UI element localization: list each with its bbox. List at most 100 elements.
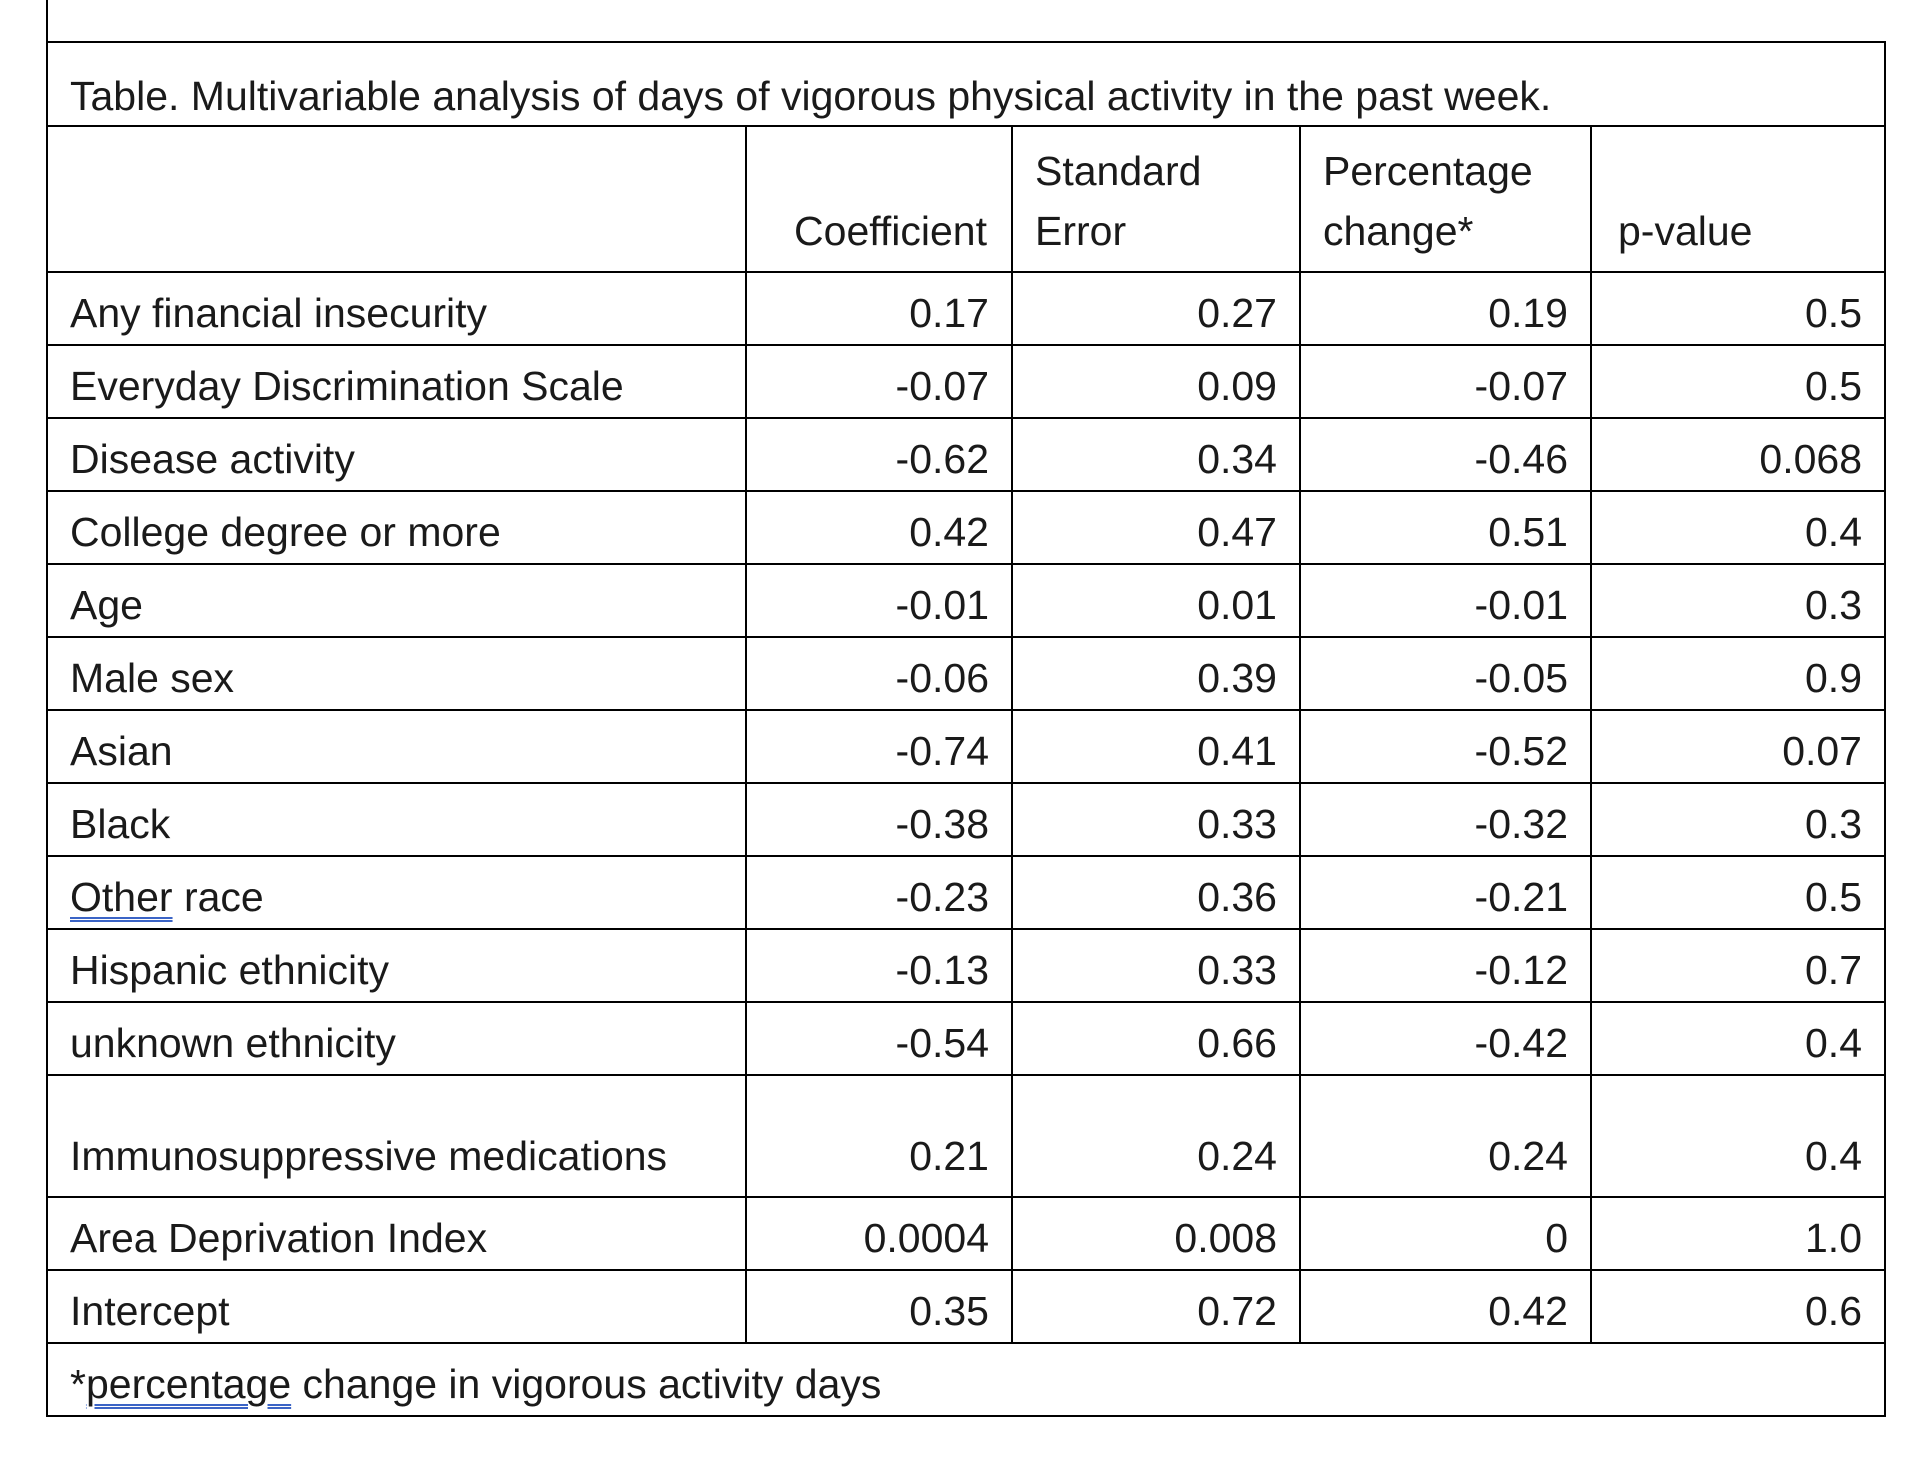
- row-label: Area Deprivation Index: [46, 1196, 747, 1271]
- coefficient-cell: -0.01: [745, 563, 1013, 638]
- table-row: Hispanic ethnicity -0.13 0.33 -0.12 0.7: [46, 928, 1886, 1003]
- coefficient-cell: -0.13: [745, 928, 1013, 1003]
- p-value-cell: 1.0: [1590, 1196, 1886, 1271]
- header-standard-error: Standard Error: [1011, 125, 1301, 273]
- row-label: Immunosuppressive medications: [46, 1074, 747, 1198]
- p-value-cell: 0.07: [1590, 709, 1886, 784]
- p-value-cell: 0.5: [1590, 855, 1886, 930]
- table-footnote: *percentage change in vigorous activity …: [46, 1342, 1886, 1417]
- footnote-row: *percentage change in vigorous activity …: [46, 1342, 1886, 1417]
- p-value-cell: 0.9: [1590, 636, 1886, 711]
- percentage-change-cell: -0.01: [1299, 563, 1592, 638]
- table-row: College degree or more 0.42 0.47 0.51 0.…: [46, 490, 1886, 565]
- row-label: Age: [46, 563, 747, 638]
- row-label-rest: race: [172, 874, 264, 920]
- row-label: Other race: [46, 855, 747, 930]
- spellcheck-underlined-word: Other: [70, 874, 173, 920]
- standard-error-cell: 0.41: [1011, 709, 1301, 784]
- p-value-cell: 0.6: [1590, 1269, 1886, 1344]
- footnote-rest: change in vigorous activity days: [291, 1361, 882, 1407]
- header-p-value: p-value: [1590, 125, 1886, 273]
- table-row: Other race -0.23 0.36 -0.21 0.5: [46, 855, 1886, 930]
- coefficient-cell: 0.35: [745, 1269, 1013, 1344]
- percentage-change-cell: -0.52: [1299, 709, 1592, 784]
- p-value-cell: 0.068: [1590, 417, 1886, 492]
- standard-error-cell: 0.008: [1011, 1196, 1301, 1271]
- percentage-change-cell: 0.24: [1299, 1074, 1592, 1198]
- coefficient-cell: 0.21: [745, 1074, 1013, 1198]
- table-row: Male sex -0.06 0.39 -0.05 0.9: [46, 636, 1886, 711]
- percentage-change-cell: -0.21: [1299, 855, 1592, 930]
- percentage-change-cell: 0.19: [1299, 271, 1592, 346]
- p-value-cell: 0.7: [1590, 928, 1886, 1003]
- standard-error-cell: 0.33: [1011, 782, 1301, 857]
- table-row: Area Deprivation Index 0.0004 0.008 0 1.…: [46, 1196, 1886, 1271]
- p-value-cell: 0.5: [1590, 271, 1886, 346]
- coefficient-cell: -0.62: [745, 417, 1013, 492]
- row-label: Asian: [46, 709, 747, 784]
- p-value-cell: 0.3: [1590, 563, 1886, 638]
- row-label: College degree or more: [46, 490, 747, 565]
- p-value-cell: 0.4: [1590, 1074, 1886, 1198]
- p-value-cell: 0.4: [1590, 490, 1886, 565]
- table-row: Immunosuppressive medications 0.21 0.24 …: [46, 1074, 1886, 1198]
- standard-error-cell: 0.47: [1011, 490, 1301, 565]
- caption-row: Table. Multivariable analysis of days of…: [46, 41, 1886, 127]
- row-label: Intercept: [46, 1269, 747, 1344]
- row-label: Male sex: [46, 636, 747, 711]
- table-row: Any financial insecurity 0.17 0.27 0.19 …: [46, 271, 1886, 346]
- coefficient-cell: -0.38: [745, 782, 1013, 857]
- table-row: unknown ethnicity -0.54 0.66 -0.42 0.4: [46, 1001, 1886, 1076]
- table-row: Disease activity -0.62 0.34 -0.46 0.068: [46, 417, 1886, 492]
- coefficient-cell: 0.0004: [745, 1196, 1013, 1271]
- percentage-change-cell: -0.12: [1299, 928, 1592, 1003]
- table-caption: Table. Multivariable analysis of days of…: [46, 41, 1886, 127]
- standard-error-cell: 0.09: [1011, 344, 1301, 419]
- p-value-cell: 0.5: [1590, 344, 1886, 419]
- percentage-change-cell: -0.07: [1299, 344, 1592, 419]
- table-row: Everyday Discrimination Scale -0.07 0.09…: [46, 344, 1886, 419]
- percentage-change-cell: 0: [1299, 1196, 1592, 1271]
- percentage-change-cell: -0.32: [1299, 782, 1592, 857]
- coefficient-cell: -0.54: [745, 1001, 1013, 1076]
- header-variable: [46, 125, 747, 273]
- percentage-change-cell: -0.05: [1299, 636, 1592, 711]
- percentage-change-cell: 0.42: [1299, 1269, 1592, 1344]
- coefficient-cell: 0.42: [745, 490, 1013, 565]
- p-value-cell: 0.4: [1590, 1001, 1886, 1076]
- results-table: Table. Multivariable analysis of days of…: [46, 41, 1886, 1417]
- standard-error-cell: 0.27: [1011, 271, 1301, 346]
- coefficient-cell: -0.07: [745, 344, 1013, 419]
- header-coefficient: Coefficient: [745, 125, 1013, 273]
- row-label: Any financial insecurity: [46, 271, 747, 346]
- table-row: Asian -0.74 0.41 -0.52 0.07: [46, 709, 1886, 784]
- footnote-prefix: *: [70, 1361, 86, 1407]
- row-label: Disease activity: [46, 417, 747, 492]
- p-value-cell: 0.3: [1590, 782, 1886, 857]
- header-row: Coefficient Standard Error Percentage ch…: [46, 125, 1886, 273]
- standard-error-cell: 0.24: [1011, 1074, 1301, 1198]
- table-row: Age -0.01 0.01 -0.01 0.3: [46, 563, 1886, 638]
- standard-error-cell: 0.66: [1011, 1001, 1301, 1076]
- table-row: Intercept 0.35 0.72 0.42 0.6: [46, 1269, 1886, 1344]
- coefficient-cell: 0.17: [745, 271, 1013, 346]
- standard-error-cell: 0.39: [1011, 636, 1301, 711]
- standard-error-cell: 0.01: [1011, 563, 1301, 638]
- standard-error-cell: 0.34: [1011, 417, 1301, 492]
- table-row: Black -0.38 0.33 -0.32 0.3: [46, 782, 1886, 857]
- coefficient-cell: -0.06: [745, 636, 1013, 711]
- spellcheck-underlined-word: percentage: [85, 1361, 292, 1407]
- percentage-change-cell: -0.42: [1299, 1001, 1592, 1076]
- row-label: unknown ethnicity: [46, 1001, 747, 1076]
- standard-error-cell: 0.33: [1011, 928, 1301, 1003]
- row-label: Black: [46, 782, 747, 857]
- coefficient-cell: -0.23: [745, 855, 1013, 930]
- coefficient-cell: -0.74: [745, 709, 1013, 784]
- percentage-change-cell: 0.51: [1299, 490, 1592, 565]
- standard-error-cell: 0.36: [1011, 855, 1301, 930]
- page-edge-line: [46, 0, 48, 42]
- row-label: Hispanic ethnicity: [46, 928, 747, 1003]
- percentage-change-cell: -0.46: [1299, 417, 1592, 492]
- header-percentage-change: Percentage change*: [1299, 125, 1592, 273]
- standard-error-cell: 0.72: [1011, 1269, 1301, 1344]
